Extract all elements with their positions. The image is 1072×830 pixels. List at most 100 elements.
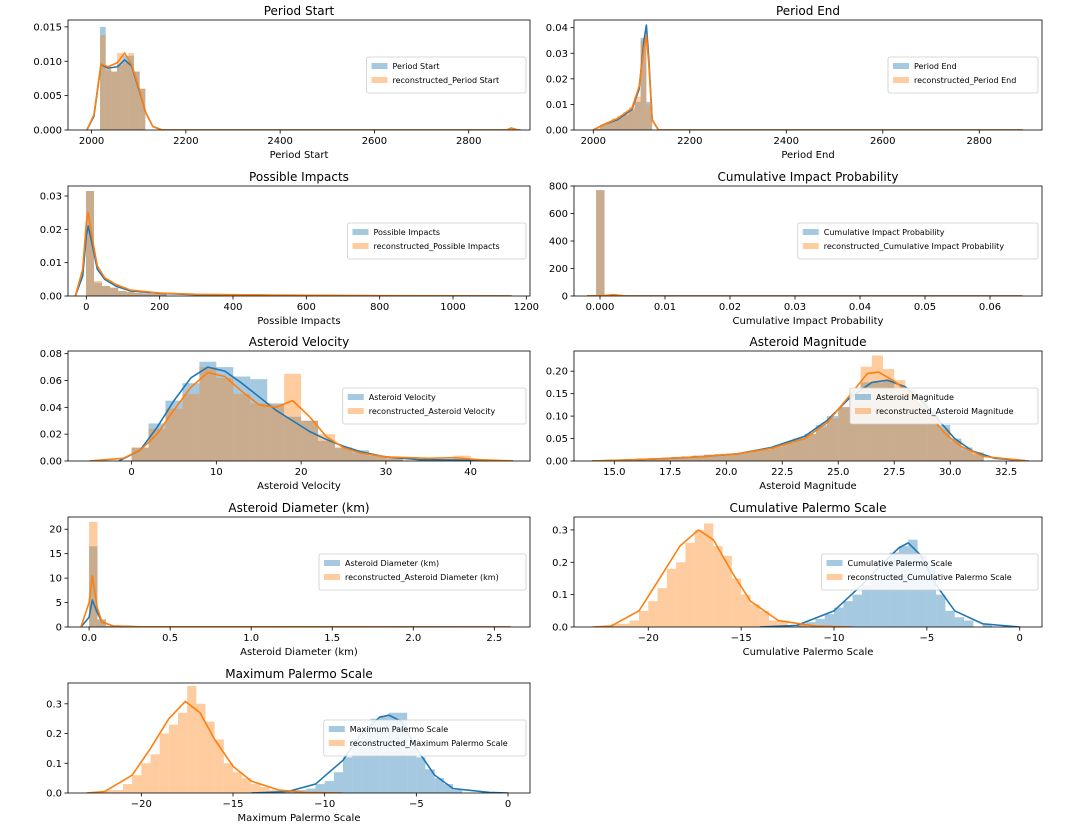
kde-line bbox=[89, 371, 514, 461]
legend-label: Asteroid Velocity bbox=[369, 393, 436, 402]
histogram-bar bbox=[670, 457, 682, 461]
legend-box bbox=[887, 56, 1039, 94]
histogram-bar bbox=[703, 454, 716, 461]
x-tick-label: 1200 bbox=[514, 302, 539, 313]
legend-label: Cumulative Impact Probability bbox=[824, 228, 945, 237]
y-tick-label: 400 bbox=[549, 237, 568, 248]
legend-box bbox=[821, 553, 1039, 591]
histogram-bar bbox=[852, 594, 862, 627]
histogram-bar bbox=[126, 292, 135, 296]
histogram-bar bbox=[694, 529, 704, 627]
legend-swatch bbox=[855, 408, 871, 414]
histogram-bar bbox=[113, 790, 123, 793]
x-tick-label: 20 bbox=[295, 467, 308, 478]
x-tick-label: 0 bbox=[505, 799, 511, 810]
histogram-bar bbox=[594, 128, 601, 130]
y-tick-label: 0.05 bbox=[546, 434, 568, 445]
chart-panel: 0.0 0.5 1.0 1.5 2.0 2.5 0 5 10 15 20 Asteroid Diame… bbox=[49, 501, 531, 658]
histogram-bar bbox=[640, 37, 647, 130]
histogram-bar bbox=[703, 454, 716, 461]
histogram-bar bbox=[102, 286, 111, 296]
x-tick-label: 0.06 bbox=[979, 302, 1001, 313]
plot-frame bbox=[573, 350, 1043, 462]
x-tick-label: 2400 bbox=[774, 136, 799, 147]
histogram-bar bbox=[611, 623, 621, 627]
y-tick-label: 0.00 bbox=[40, 292, 62, 303]
histogram-bar bbox=[681, 456, 693, 461]
chart-panel: 0 200 400 600 800 1000 1200 0.00 0.01 0.02 0.03 Pos… bbox=[40, 170, 539, 327]
histogram-bar bbox=[804, 434, 816, 461]
x-tick-label: 15.0 bbox=[603, 467, 625, 478]
x-tick-label: 600 bbox=[297, 302, 316, 313]
histogram-bar bbox=[318, 434, 336, 461]
histogram-bar bbox=[793, 438, 805, 461]
legend-box bbox=[366, 56, 527, 94]
kde-line bbox=[86, 700, 344, 793]
legend-swatch bbox=[826, 560, 843, 566]
legend-label: reconstructed_Asteroid Diameter (km) bbox=[345, 573, 499, 582]
plot-marks bbox=[86, 26, 521, 130]
x-tick-label: 0.04 bbox=[849, 302, 871, 313]
histogram-bar bbox=[159, 733, 169, 793]
x-tick-label: 1000 bbox=[440, 302, 465, 313]
plot-frame bbox=[67, 350, 531, 462]
plot-frame bbox=[67, 185, 531, 297]
histogram-bar bbox=[827, 416, 839, 461]
plot-marks bbox=[74, 191, 512, 296]
histogram-bar bbox=[750, 604, 760, 627]
histogram-bar bbox=[676, 562, 686, 627]
histogram-bar bbox=[715, 454, 727, 461]
x-tick-label: 400 bbox=[223, 302, 242, 313]
y-tick-label: 0.01 bbox=[40, 258, 62, 269]
histogram-bar bbox=[131, 447, 149, 461]
histogram-bar bbox=[105, 626, 115, 627]
legend: Period End reconstructed_Period End bbox=[887, 56, 1039, 94]
legend-swatch bbox=[352, 229, 369, 235]
x-tick-label: 0.05 bbox=[914, 302, 936, 313]
histogram-bar bbox=[927, 411, 939, 461]
x-tick-label: 2600 bbox=[870, 136, 895, 147]
histogram-bar bbox=[150, 294, 159, 296]
histogram-bar bbox=[596, 190, 605, 296]
histogram-bar bbox=[97, 619, 106, 627]
histogram-bar bbox=[141, 763, 151, 793]
histogram-bar bbox=[251, 784, 261, 793]
x-tick-label: 20.0 bbox=[715, 467, 737, 478]
x-tick-label: 0.5 bbox=[162, 633, 178, 644]
histogram-bar bbox=[778, 620, 788, 627]
histogram-bar bbox=[168, 724, 178, 793]
legend-swatch bbox=[802, 243, 819, 249]
y-tick-label: 0.02 bbox=[546, 74, 568, 85]
x-tick-label: 27.5 bbox=[883, 467, 905, 478]
histogram-bar bbox=[916, 402, 928, 461]
legend-swatch bbox=[328, 740, 345, 746]
histogram-bar bbox=[843, 601, 853, 627]
kde-line bbox=[118, 366, 514, 461]
histogram-bar bbox=[737, 452, 749, 461]
plot-frame bbox=[67, 682, 531, 794]
histogram-bar bbox=[796, 623, 807, 627]
histogram-bar bbox=[748, 451, 760, 461]
histogram-bar bbox=[223, 763, 233, 793]
x-axis-label: Asteroid Velocity bbox=[257, 481, 341, 492]
histogram-bar bbox=[748, 451, 760, 461]
legend-label: reconstructed_Maximum Palermo Scale bbox=[350, 739, 508, 748]
histogram-bar bbox=[849, 389, 861, 461]
legend-label: reconstructed_Cumulative Impact Probabil… bbox=[824, 242, 1005, 251]
histogram-bar bbox=[343, 757, 353, 793]
histogram-bar bbox=[182, 393, 200, 461]
histogram-bar bbox=[142, 293, 151, 296]
x-tick-label: 0.03 bbox=[784, 302, 806, 313]
histogram-bar bbox=[834, 607, 844, 627]
x-tick-label: 1.5 bbox=[324, 633, 340, 644]
histogram-bar bbox=[972, 454, 984, 461]
chart-panel: −20 −15 −10 −5 0 0.0 0.1 0.2 0.3 Cumulative Paler… bbox=[552, 501, 1043, 658]
kde-line bbox=[86, 52, 519, 130]
chart-title: Asteroid Diameter (km) bbox=[228, 501, 369, 515]
x-axis-label: Asteroid Diameter (km) bbox=[240, 647, 358, 658]
legend-swatch bbox=[371, 63, 388, 69]
y-tick-label: 0.1 bbox=[552, 590, 568, 601]
histogram-bar bbox=[110, 287, 119, 296]
legend-box bbox=[323, 719, 527, 757]
histogram-bar bbox=[646, 101, 653, 130]
